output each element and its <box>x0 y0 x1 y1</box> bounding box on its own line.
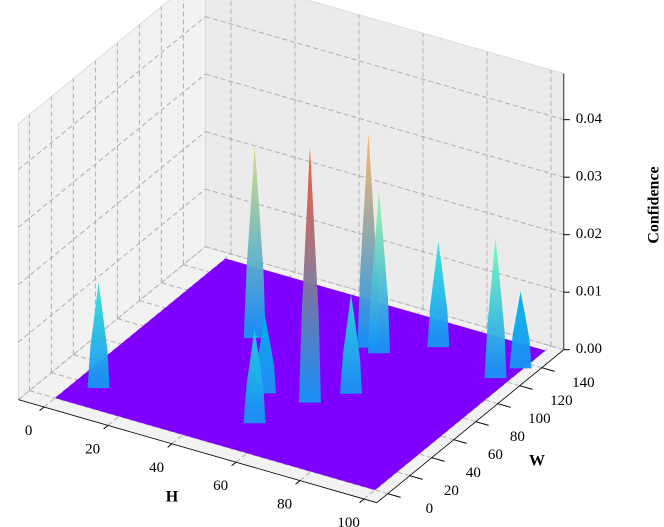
y-tick-label: 80 <box>510 429 525 445</box>
z-tick-label: 0.02 <box>576 226 602 242</box>
grid-line <box>205 16 564 121</box>
z-tick-label: 0.04 <box>576 111 603 127</box>
y-tick-label: 100 <box>528 411 551 427</box>
y-tick-label: 20 <box>444 483 459 499</box>
x-axis-label: H <box>166 489 179 506</box>
y-tick <box>431 457 445 462</box>
y-tick <box>519 385 533 390</box>
z-tick-label: 0.03 <box>576 169 602 185</box>
grid-line <box>18 246 206 401</box>
y-tick <box>497 403 511 408</box>
surface-peak <box>509 291 532 369</box>
grid-line <box>205 188 564 293</box>
surface-peak <box>298 147 321 403</box>
surface-peak <box>340 293 362 394</box>
grid-line <box>18 188 206 343</box>
grid-line <box>18 73 206 228</box>
z-tick-label: 0.01 <box>576 284 602 300</box>
surface-peak <box>243 146 266 339</box>
x-tick <box>295 480 301 485</box>
y-tick-label: 0 <box>426 501 434 517</box>
x-tick <box>39 406 45 411</box>
y-tick <box>409 475 423 480</box>
y-tick <box>541 367 555 372</box>
surface-peak <box>87 282 110 389</box>
x-tick <box>167 443 173 448</box>
grid-line <box>18 131 206 286</box>
grid-line <box>18 16 206 171</box>
y-tick <box>475 421 489 426</box>
x-tick-label: 100 <box>337 515 360 527</box>
grid-line <box>205 131 564 236</box>
axes: 0204060801000204060801001201400.000.010.… <box>18 73 603 527</box>
z-tick-label: 0.00 <box>576 341 602 357</box>
x-tick <box>359 498 365 503</box>
surface-peak <box>243 328 266 424</box>
y-tick-label: 120 <box>550 393 573 409</box>
x-tick-label: 20 <box>85 441 100 457</box>
y-tick-label: 60 <box>488 447 503 463</box>
x-tick-label: 40 <box>149 460 164 476</box>
surface <box>55 132 546 490</box>
axis-line <box>376 349 565 503</box>
surface-peak <box>427 241 450 348</box>
x-tick-label: 0 <box>25 423 33 439</box>
axis-line <box>18 399 377 504</box>
y-tick-label: 40 <box>466 465 481 481</box>
surface-peak <box>368 189 390 354</box>
z-axis-label: Confidence <box>646 166 663 243</box>
x-tick <box>231 461 237 467</box>
y-tick <box>387 493 401 498</box>
y-axis-label: W <box>529 453 545 470</box>
surface-peak <box>484 237 507 379</box>
x-tick-label: 80 <box>277 497 292 513</box>
grid-line <box>205 73 564 178</box>
x-tick <box>103 425 109 430</box>
y-tick <box>453 439 467 444</box>
grid-line <box>29 390 388 495</box>
x-tick-label: 60 <box>213 478 228 494</box>
y-tick-label: 140 <box>572 375 595 391</box>
